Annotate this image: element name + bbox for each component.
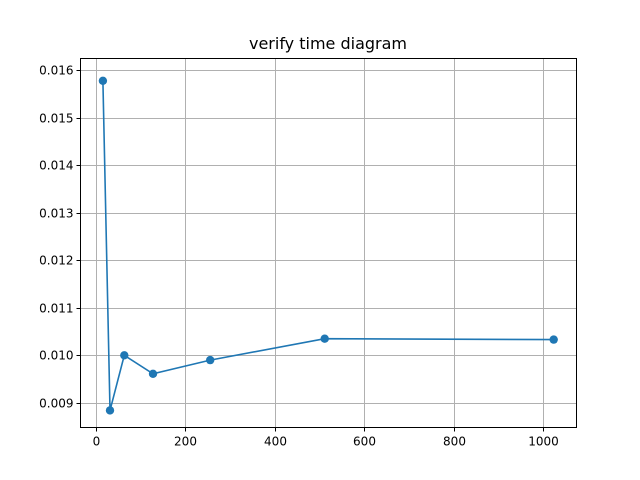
x-tick-label: 400 — [264, 435, 287, 449]
data-point — [105, 406, 115, 415]
y-tick-label: 0.016 — [39, 64, 73, 78]
data-point — [320, 334, 329, 343]
data-point — [148, 369, 158, 378]
data-point — [549, 335, 558, 344]
x-tick-label: 600 — [353, 435, 376, 449]
y-tick-label: 0.011 — [39, 302, 73, 316]
x-tick-label: 0 — [93, 435, 101, 449]
grid — [80, 58, 577, 428]
series-line — [102, 80, 554, 411]
x-tick-label: 1000 — [528, 435, 559, 449]
y-tick-label: 0.009 — [39, 397, 73, 411]
data-point — [120, 351, 129, 360]
series-group — [98, 76, 558, 415]
x-tick-label: 800 — [443, 435, 466, 449]
y-tick-label: 0.012 — [39, 254, 73, 268]
y-tick-label: 0.010 — [39, 349, 73, 363]
x-axis: 0 200 400 600 800 1000 — [93, 427, 559, 449]
x-tick-label: 200 — [174, 435, 197, 449]
y-tick-label: 0.014 — [39, 159, 73, 173]
y-tick-label: 0.013 — [39, 207, 73, 221]
data-point — [206, 355, 215, 365]
y-tick-label: 0.015 — [39, 112, 73, 126]
chart-title: verify time diagram — [249, 34, 407, 53]
plot-frame — [80, 58, 577, 428]
data-point — [98, 76, 108, 86]
y-axis: 0.009 0.010 0.011 0.012 0.013 0.014 0.015 0.016 — [39, 64, 81, 411]
